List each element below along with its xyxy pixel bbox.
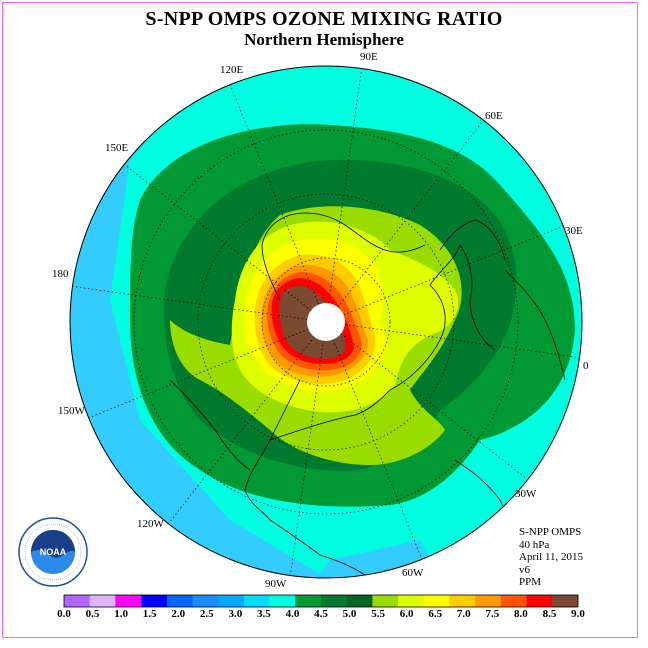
colorbar-tick-label: 8.0: [514, 608, 528, 620]
map-title: S-NPP OMPS OZONE MIXING RATIO: [145, 8, 503, 30]
meridians: [72, 68, 580, 576]
colorbar-tick-label: 7.5: [485, 608, 500, 620]
colorbar-tick-label: 6.5: [428, 608, 443, 620]
map-subtitle: Northern Hemisphere: [244, 30, 404, 49]
longitude-label: 180: [52, 268, 69, 280]
map-border: [69, 65, 583, 579]
meridian-line: [72, 286, 308, 320]
info-date: April 11, 2015: [519, 551, 584, 563]
ozone-field: [70, 66, 582, 578]
longitude-label: 60W: [402, 567, 424, 579]
colorbar-tick-label: 3.0: [228, 608, 243, 620]
longitude-label: 30E: [565, 225, 583, 237]
colorbar-tick-label: 0.5: [85, 608, 100, 620]
noaa-logo: NOAA: [18, 517, 88, 587]
meridian-line: [343, 225, 564, 316]
band-low-right: [300, 540, 450, 578]
longitude-label: 0: [583, 360, 589, 372]
info-instrument: S-NPP OMPS: [519, 526, 582, 538]
colorbar-tick-label: 1.0: [114, 608, 128, 620]
lat-lon-grid: [133, 129, 519, 515]
map-frame: [2, 2, 638, 638]
band-low: [70, 80, 330, 578]
longitude-label: 30W: [515, 488, 537, 500]
longitude-label: 120W: [137, 518, 164, 530]
colorbar-tick-label: 5.5: [371, 608, 385, 620]
info-version: v6: [519, 563, 530, 576]
colorbar-tick-label: 3.5: [257, 608, 271, 620]
colorbar-tick-label: 6.0: [399, 608, 414, 620]
colorbar-tick-label: 2.0: [171, 608, 186, 620]
longitude-label: 120E: [220, 64, 244, 76]
meridian-line: [290, 340, 324, 576]
longitude-label: 90W: [265, 578, 287, 590]
colorbar-tick-label: 9.0: [571, 608, 585, 620]
meridian-line: [88, 328, 309, 419]
colorbar-tick-label: 4.0: [285, 608, 300, 620]
meridian-line: [332, 339, 423, 560]
longitude-label: 60E: [485, 110, 503, 122]
info-units: PPM: [519, 576, 542, 588]
colorbar-tick-label: 0.0: [57, 608, 71, 620]
meridian-line: [229, 84, 320, 305]
colorbar-tick-label: 5.0: [342, 608, 357, 620]
longitude-label: 90E: [360, 51, 378, 63]
info-level: 40 hPa: [519, 538, 550, 551]
longitude-label: 150E: [105, 142, 129, 154]
colorbar-tick-label: 8.5: [542, 608, 557, 620]
longitude-label: 150W: [58, 405, 85, 417]
meridian-line: [344, 324, 580, 358]
colorbar-tick-label: 2.5: [199, 608, 214, 620]
colorbar-tick-label: 7.0: [456, 608, 471, 620]
colorbar-tick-label: 1.5: [142, 608, 157, 620]
info-block: S-NPP OMPS 40 hPa April 11, 2015 v6 PPM: [519, 526, 583, 589]
polar-data-gap: [307, 303, 345, 341]
meridian-line: [328, 68, 362, 304]
colorbar-tick-label: 4.5: [314, 608, 328, 620]
svg-text:NOAA: NOAA: [40, 547, 67, 557]
